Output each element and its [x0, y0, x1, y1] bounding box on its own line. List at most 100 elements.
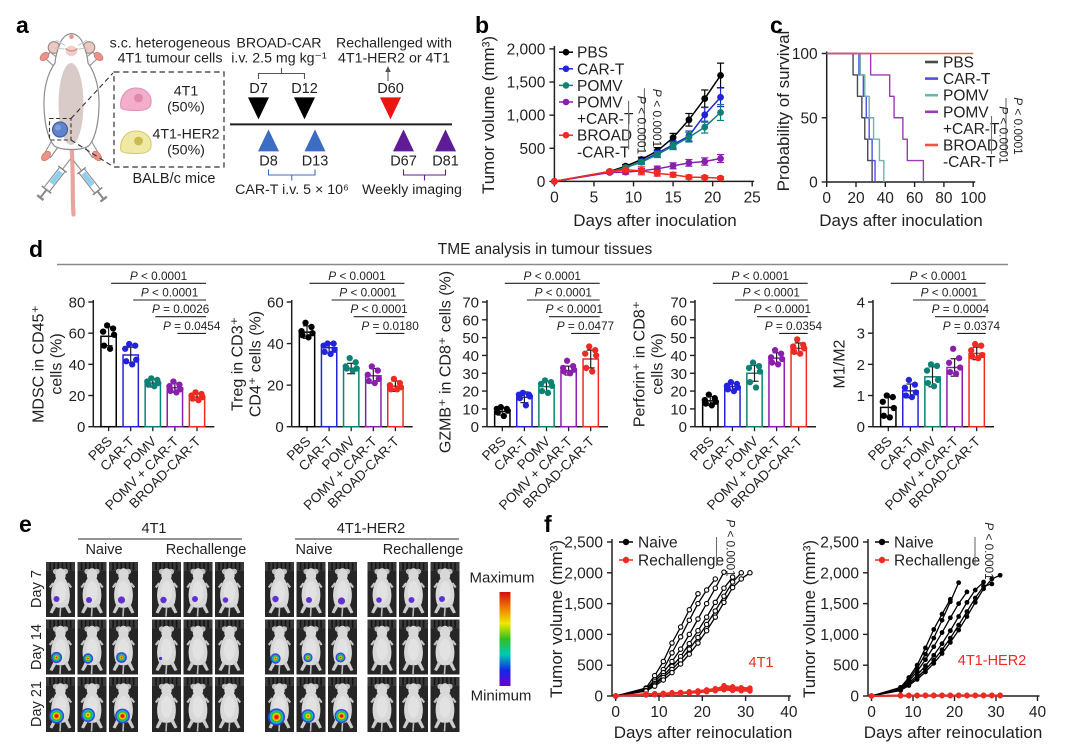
- mouse-hind-leg: [155, 603, 163, 614]
- timeline-day-label: D60: [377, 81, 404, 97]
- panel-f1-x-tick-label: 20: [694, 704, 712, 721]
- syringe-liquid: [81, 171, 95, 187]
- line: [111, 639, 118, 646]
- panel-b-legend-label: POMV: [577, 78, 623, 95]
- panel-d3-y-tick-label: 40: [462, 348, 479, 365]
- mouse-hind-leg: [434, 603, 441, 614]
- naive-marker: [703, 627, 710, 634]
- panel-b-legend-marker: [562, 48, 570, 56]
- line: [341, 665, 344, 675]
- mouse-body-highlight: [192, 638, 204, 661]
- panel-e-mouse-image: [430, 619, 460, 675]
- panel-d4-data-point: [724, 386, 732, 393]
- rechallenge-marker: [906, 692, 912, 699]
- cart-caption: CAR-T i.v. 5 × 10⁶: [235, 182, 349, 198]
- panel-f1-y-tick-label: 1,500: [564, 596, 603, 613]
- cage-top: [265, 619, 294, 629]
- line: [186, 697, 192, 704]
- mouse-hind-leg: [268, 661, 276, 671]
- panel-d1-data-point: [195, 397, 202, 404]
- line: [90, 665, 93, 675]
- line: [267, 697, 274, 704]
- line: [370, 582, 376, 589]
- luminescence-spot: [274, 715, 279, 719]
- panel-b-data-point: [669, 171, 677, 179]
- line: [59, 722, 62, 732]
- panel-d4-data-point: [794, 336, 801, 343]
- panel-b-x-tick-label: 10: [625, 189, 643, 206]
- naive-marker: [686, 640, 693, 647]
- line: [401, 582, 408, 589]
- panel-b-y-tick-label: 1,000: [507, 108, 546, 125]
- panel-e-mouse-image: [109, 562, 138, 617]
- mouse-hind-leg: [49, 661, 57, 671]
- cage-top: [367, 677, 397, 686]
- luminescence-spot: [193, 597, 197, 601]
- line: [154, 639, 161, 646]
- cell-pct-label: (50%): [167, 100, 205, 116]
- rechallenge-marker: [695, 689, 701, 695]
- panel-d3-y-tick-label: 20: [462, 384, 479, 401]
- line: [54, 47, 65, 50]
- panel-c-survival-curve-CAR-T: [826, 52, 876, 182]
- mouse-hind-leg: [283, 603, 291, 614]
- bracket: [257, 68, 306, 79]
- panel-b-p-value: P < 0.0001: [650, 89, 664, 148]
- naive-marker: [712, 599, 719, 606]
- panel-b-x-axis-title: Days after inoculation: [573, 211, 737, 230]
- panel-d1-p-value: P = 0.0454: [163, 319, 221, 333]
- panel-b-y-tick-label: 0: [537, 174, 546, 191]
- panel-b-data-point: [653, 170, 661, 177]
- panel-d3-data-point: [593, 352, 600, 359]
- panel-d4-data-point: [790, 343, 797, 350]
- cage-top: [430, 677, 460, 686]
- panel-f2-x-tick-label: 10: [904, 704, 922, 721]
- panel-e-colorbar: [499, 592, 511, 686]
- panel-d1-p-value: P = 0.0026: [152, 302, 210, 316]
- panel-d4-y-axis-title: Perforin⁺ in CD8⁺ cells (%): [632, 301, 667, 427]
- panel-f2-y-axis-title: Tumor volume (mm³): [800, 539, 819, 699]
- panel-f2-y-tick-label: 1,500: [820, 596, 859, 613]
- cage-top: [152, 562, 181, 571]
- panel-b-data-point: [622, 166, 630, 174]
- panel-d5-data-point: [930, 383, 938, 390]
- mouse-hind-leg: [233, 661, 241, 671]
- panel-d5-bar: [968, 352, 986, 428]
- line: [309, 607, 312, 617]
- rechallenge-marker: [660, 691, 667, 697]
- line: [111, 582, 118, 589]
- cage-top: [296, 677, 326, 686]
- panel-e-mouse-image: [215, 562, 244, 617]
- naive-marker: [703, 621, 710, 628]
- panel-d5-p-value: P < 0.0001: [921, 286, 978, 300]
- mouse-hind-leg: [371, 603, 378, 614]
- panel-d5-data-point: [975, 354, 982, 362]
- mouse-hind-leg: [300, 603, 307, 614]
- cage-top: [328, 619, 357, 629]
- mouse-hind-leg: [331, 603, 339, 614]
- naive-marker: [947, 599, 953, 605]
- panel-b-data-point: [701, 95, 709, 102]
- panel-d5-data-point: [969, 353, 976, 360]
- panel-d4-y-tick-label: 60: [670, 312, 687, 329]
- mouse-hind-leg: [449, 603, 456, 614]
- timeline-day-label: D13: [302, 154, 329, 170]
- line: [388, 697, 394, 704]
- panel-e-mouse-image: [77, 562, 107, 617]
- panel-d2-y-tick-label: 20: [267, 378, 284, 395]
- line: [299, 639, 305, 646]
- panel-e-row-day14: Day 14: [29, 624, 45, 670]
- line: [443, 722, 446, 732]
- panel-d2-p-value: P < 0.0001: [339, 286, 396, 300]
- mouse-hind-leg: [346, 718, 354, 729]
- line: [401, 639, 408, 646]
- mouse-hind-leg: [64, 603, 72, 614]
- line: [90, 607, 93, 617]
- mouse-hind-leg: [449, 718, 456, 729]
- panel-b-data-point: [669, 162, 677, 170]
- panel-d4-y-tick-label: 70: [670, 295, 687, 312]
- mouse-hind-leg: [170, 718, 178, 729]
- panel-d5-data-point: [890, 404, 897, 412]
- panel-e-mouse-image: [367, 619, 397, 675]
